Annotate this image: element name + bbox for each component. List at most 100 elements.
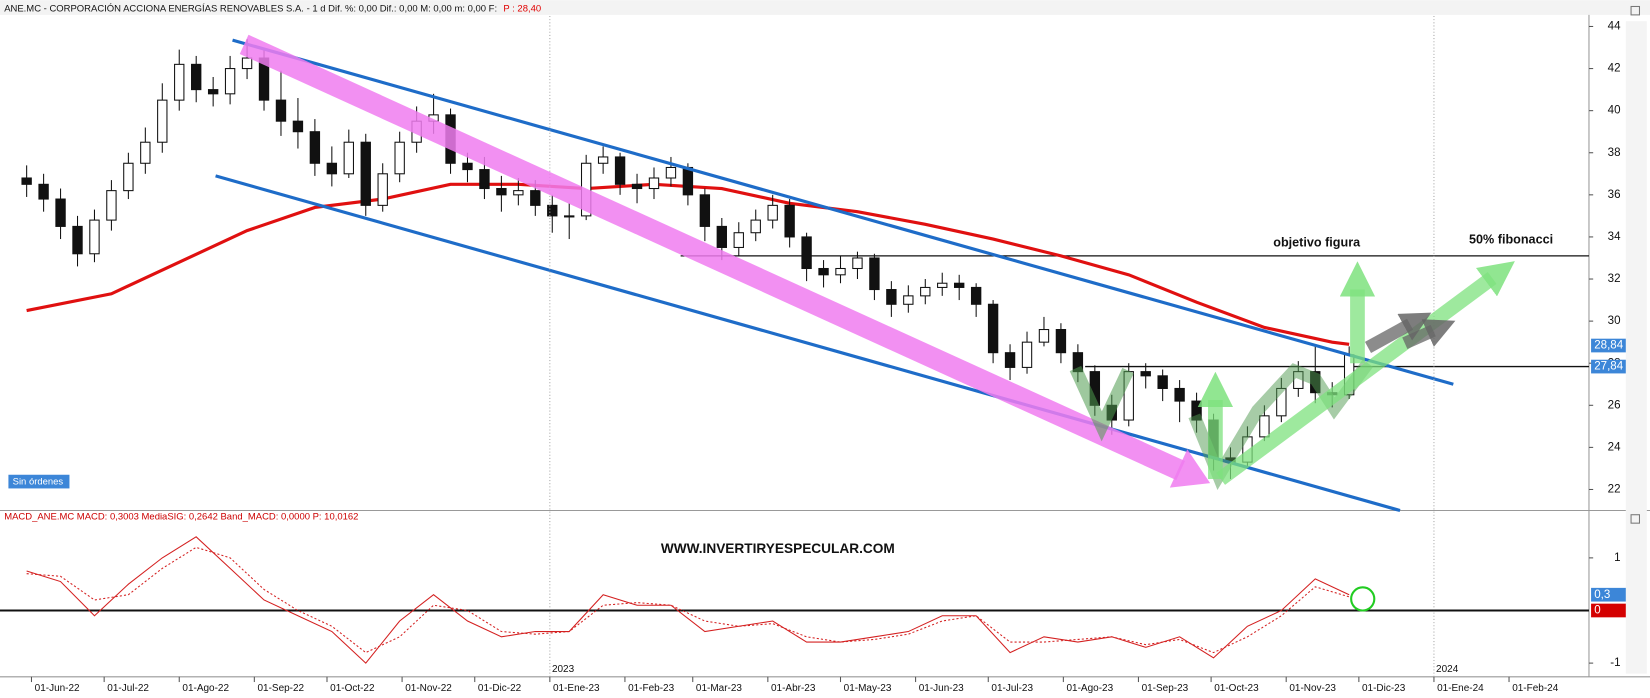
- candle-body: [954, 282, 965, 288]
- macd-line: [26, 546, 1350, 654]
- gray-arrow: [1402, 319, 1456, 349]
- panel-button[interactable]: [1630, 514, 1641, 524]
- candle-body: [496, 187, 507, 196]
- candle-body: [1038, 329, 1050, 343]
- candle-body: [614, 156, 626, 185]
- candle-body: [818, 267, 829, 276]
- y-tick-label: 42: [1608, 63, 1621, 75]
- candle-body: [937, 282, 948, 288]
- candle-body: [1157, 375, 1168, 389]
- trend-line: [215, 174, 1401, 513]
- x-tick-label: 01-Jul-22: [107, 683, 149, 694]
- pink-arrow: [239, 34, 1186, 481]
- candle-body: [682, 166, 694, 196]
- chart-title: ANE.MC - CORPORACIÓN ACCIONA ENERGÍAS RE…: [4, 3, 541, 14]
- pattern-zigzag: [1069, 365, 1134, 442]
- y-tick-label: 30: [1608, 315, 1621, 327]
- candle-body: [157, 99, 168, 143]
- y-tick-label: 32: [1608, 273, 1621, 285]
- macd-title: MACD_ANE.MC MACD: 0,3003 MediaSIG: 0,264…: [4, 511, 358, 522]
- candle-body: [716, 225, 728, 248]
- y-tick-label: 40: [1608, 105, 1621, 117]
- candle-body: [801, 236, 812, 270]
- price-marker: [1591, 587, 1626, 602]
- price-marker-label: 0: [1594, 605, 1600, 617]
- x-tick-label: 01-Ago-22: [182, 683, 229, 694]
- y-tick-label: 38: [1608, 147, 1621, 159]
- side-strip: [1625, 21, 1647, 674]
- candle-body: [1004, 352, 1016, 368]
- candle-body: [920, 286, 931, 297]
- candle-body: [1021, 341, 1033, 368]
- candle-body: [597, 156, 609, 164]
- candle-body: [343, 141, 354, 175]
- candle-body: [72, 225, 83, 255]
- y-tick-label: 36: [1608, 189, 1621, 201]
- marks: 22242628303234363840424428,8427,84-1101-…: [0, 15, 1626, 694]
- watermark: WWW.INVERTIRYESPECULAR.COM: [661, 541, 895, 556]
- candle-body: [326, 162, 338, 175]
- candle-body: [767, 204, 778, 221]
- green-arrow: [1216, 261, 1515, 485]
- candle-body: [1259, 415, 1270, 438]
- x-tick-label: 01-May-23: [844, 683, 892, 694]
- candle-body: [835, 267, 846, 276]
- price-marker: [1591, 338, 1626, 353]
- price-marker: [1591, 603, 1626, 618]
- candle-body: [21, 177, 32, 185]
- title-text: ANE.MC - CORPORACIÓN ACCIONA ENERGÍAS RE…: [4, 3, 497, 14]
- candle-body: [852, 257, 863, 270]
- price-marker-label: 28,84: [1594, 340, 1624, 352]
- candle-body: [123, 162, 134, 192]
- x-tick-label: 01-Oct-23: [1214, 683, 1259, 694]
- candle-body: [665, 166, 677, 179]
- candle-body: [699, 194, 711, 227]
- candle-body: [750, 219, 761, 234]
- drawings: objetivo figura 50% fibonacci Sin órdene…: [4, 34, 1553, 612]
- panel-button[interactable]: [1630, 5, 1641, 16]
- header-bar: [0, 0, 1650, 15]
- x-tick-label: 01-Oct-22: [330, 683, 375, 694]
- candle-body: [462, 162, 473, 171]
- trend-line: [232, 38, 1454, 386]
- x-tick-label: 01-Mar-23: [696, 683, 743, 694]
- y-tick-label: 1: [1614, 552, 1620, 564]
- y-tick-label: 44: [1608, 21, 1621, 33]
- candle-body: [479, 169, 490, 190]
- annotation: 50% fibonacci: [1469, 232, 1553, 246]
- annotation: objetivo figura: [1273, 236, 1361, 250]
- x-tick-label: 01-Ene-23: [553, 683, 600, 694]
- x-tick-label: 01-Dic-22: [478, 683, 522, 694]
- candle-body: [38, 183, 49, 200]
- x-tick-label: 01-Abr-23: [771, 683, 816, 694]
- candle-body: [89, 219, 100, 255]
- candle-body: [631, 183, 643, 190]
- candle-body: [970, 286, 982, 305]
- y-tick-label: 34: [1608, 231, 1621, 243]
- candle-body: [784, 204, 795, 238]
- candle-body: [241, 57, 253, 70]
- candle-body: [987, 303, 999, 354]
- candle-body: [106, 190, 117, 221]
- x-tick-label: 01-Nov-22: [405, 683, 452, 694]
- year-label: 2023: [552, 664, 575, 675]
- x-tick-label: 01-Ene-24: [1437, 683, 1484, 694]
- candle-body: [903, 295, 914, 305]
- candle-body: [869, 257, 880, 291]
- candle-body: [174, 63, 185, 101]
- candle-body: [1055, 329, 1067, 354]
- candle-body: [733, 232, 744, 248]
- x-tick-label: 01-Feb-23: [628, 683, 675, 694]
- y-tick-label: 22: [1608, 484, 1621, 496]
- candle-body: [292, 120, 304, 133]
- x-tick-label: 01-Sep-22: [257, 683, 304, 694]
- candle-body: [648, 177, 660, 190]
- candle-body: [191, 63, 202, 91]
- candle-body: [564, 215, 575, 218]
- highlight-circle: [1350, 586, 1376, 612]
- candle-body: [55, 198, 66, 227]
- candle-body: [309, 131, 321, 164]
- moving-average: [26, 182, 1350, 346]
- candle-body: [1174, 387, 1185, 402]
